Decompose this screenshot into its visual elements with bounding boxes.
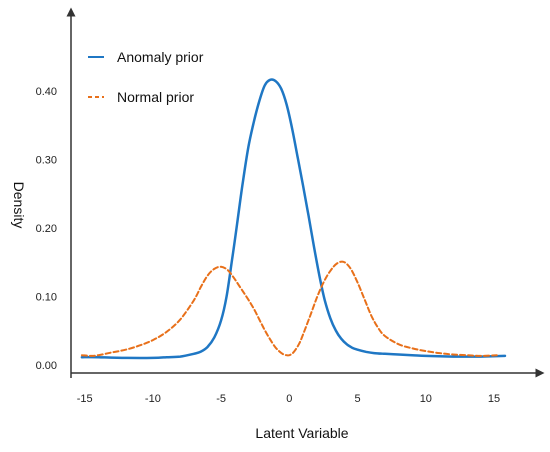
- x-tick-label: -10: [145, 393, 161, 405]
- y-tick-label: 0.30: [36, 154, 57, 166]
- x-tick-label: 5: [355, 393, 361, 405]
- series-layer: [80, 78, 507, 360]
- legend-label-anomaly: Anomaly prior: [117, 49, 204, 65]
- x-tick-label: -15: [77, 393, 93, 405]
- series-line-anomaly-prior: [80, 78, 507, 360]
- x-tick-label: -5: [216, 393, 226, 405]
- y-tick-label: 0.00: [36, 360, 57, 372]
- legend-label-normal: Normal prior: [117, 89, 194, 105]
- y-tick-labels: 0.00 0.10 0.20 0.30 0.40: [36, 86, 57, 372]
- x-tick-labels: -15 -10 -5 0 5 10 15: [77, 393, 500, 405]
- y-tick-label: 0.10: [36, 291, 57, 303]
- x-tick-label: 15: [488, 393, 500, 405]
- y-tick-label: 0.20: [36, 223, 57, 235]
- x-axis-label: Latent Variable: [255, 425, 348, 441]
- y-axis-label: Density: [11, 182, 27, 229]
- series-line-normal-prior: [80, 260, 498, 357]
- x-tick-label: 10: [420, 393, 432, 405]
- legend: Anomaly prior Normal prior: [88, 49, 204, 105]
- y-tick-label: 0.40: [36, 86, 57, 98]
- x-tick-label: 0: [286, 393, 292, 405]
